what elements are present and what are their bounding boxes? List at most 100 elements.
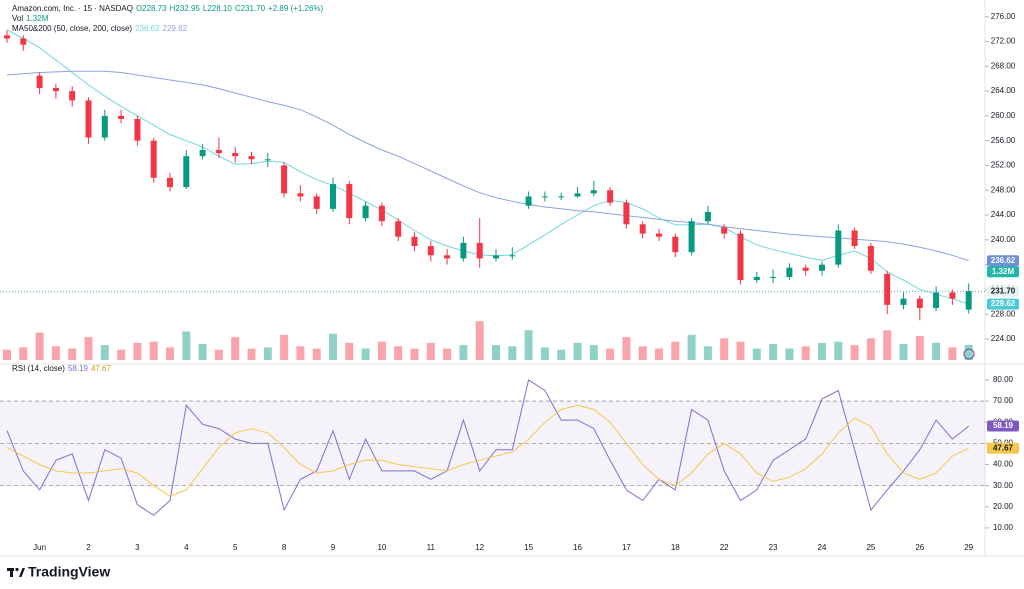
volume-bar: [769, 344, 778, 360]
candle-body: [199, 149, 206, 157]
candle-body: [362, 205, 369, 219]
rsi-last-label-bg: [987, 442, 1019, 454]
legend-value: O228.73: [136, 4, 167, 13]
rsi-y-tick-label: 10.00: [993, 523, 1014, 532]
volume-bar: [818, 342, 826, 360]
candle-body: [802, 267, 809, 271]
volume-bar: [459, 345, 468, 360]
rsi-last-label: 58.19: [993, 421, 1014, 430]
logo-icon: [15, 567, 19, 572]
x-tick-label: 23: [769, 543, 778, 552]
x-tick-label: 25: [866, 543, 875, 552]
volume-bar: [410, 348, 419, 360]
y-tick-label: 268.00: [991, 61, 1016, 70]
event-marker: [963, 348, 975, 360]
legend-value: 47.67: [91, 364, 112, 373]
rsi-y-tick-label: 30.00: [993, 481, 1014, 490]
candle-body: [623, 202, 630, 225]
y-tick-label: 256.00: [991, 136, 1016, 145]
candle-body: [639, 224, 646, 234]
candle-body: [395, 221, 402, 237]
volume-bar: [198, 344, 207, 360]
last-value-label: 231.70: [991, 286, 1016, 295]
x-tick-label: 18: [671, 543, 680, 552]
legend-value: 229.62: [163, 24, 188, 33]
y-tick-label: 240.00: [991, 235, 1016, 244]
x-tick-label: 17: [622, 543, 631, 552]
y-tick-label: 260.00: [991, 111, 1016, 120]
volume-bar: [915, 336, 924, 360]
legend-name: Vol: [12, 14, 23, 23]
candle-body: [118, 115, 125, 119]
candle-body: [460, 242, 467, 259]
y-tick-label: 276.00: [991, 12, 1016, 21]
last-value-label-bg: [987, 266, 1019, 278]
candle-body: [933, 292, 940, 308]
candle-body: [52, 88, 59, 92]
candle-body: [134, 118, 141, 141]
x-tick-label: Jun: [33, 543, 46, 552]
legend: RSI (14, close) 58.19 47.67: [12, 364, 112, 373]
candle-body: [476, 242, 483, 259]
volume-bar: [606, 348, 615, 360]
legend-value: 236.62: [135, 24, 160, 33]
candle-body: [4, 35, 10, 39]
y-tick-label: 252.00: [991, 161, 1016, 170]
candle-body: [330, 184, 336, 209]
candle-body: [69, 91, 76, 101]
volume-bar: [899, 344, 908, 360]
volume-bar: [426, 342, 435, 360]
volume-bar: [850, 345, 859, 360]
candle-body: [786, 267, 793, 277]
candle-body: [215, 149, 222, 154]
candle-body: [20, 38, 27, 45]
candle-body: [493, 255, 499, 259]
volume-bar: [443, 348, 452, 360]
y-tick-label: 264.00: [991, 86, 1016, 95]
rsi-y-tick-label: 40.00: [993, 460, 1014, 469]
volume-bar: [703, 346, 712, 360]
candle-body: [167, 177, 173, 188]
candle-body: [900, 298, 907, 305]
candle-body: [150, 140, 157, 178]
candle-body: [36, 75, 43, 89]
x-tick-label: 10: [377, 543, 386, 552]
x-tick-label: 2: [86, 543, 91, 552]
x-tick-label: 24: [818, 543, 827, 552]
volume-bar: [948, 347, 957, 360]
volume-bar: [638, 346, 647, 360]
rsi-y-tick-label: 70.00: [993, 396, 1014, 405]
rsi-last-label-bg: [987, 420, 1019, 432]
volume-bar: [622, 337, 631, 360]
volume-bar: [19, 347, 28, 360]
volume-bar: [508, 346, 517, 360]
volume-bar: [84, 337, 93, 360]
legend: MA50&200 (50, close, 200, close) 236.62 22…: [12, 24, 188, 33]
candle-body: [916, 298, 923, 308]
volume-bar: [263, 347, 272, 360]
candle-body: [378, 205, 385, 222]
legend-value: +2.89 (+1.26%): [268, 4, 323, 13]
candle-body: [688, 221, 695, 253]
volume-bar: [100, 345, 109, 360]
volume-bar: [377, 341, 386, 360]
candle-body: [444, 255, 451, 259]
candle-body: [851, 230, 858, 247]
volume-bar: [51, 346, 60, 360]
y-tick-label: 272.00: [991, 37, 1016, 46]
volume-bar: [720, 338, 729, 360]
legend-name: MA50&200 (50, close, 200, close): [12, 24, 132, 33]
last-value-label-bg: [987, 255, 1019, 267]
x-tick-label: 26: [915, 543, 924, 552]
volume-bar: [345, 342, 354, 360]
last-value-label: 1.32M: [992, 267, 1015, 276]
legend: Amazon.com, Inc. · 15 · NASDAQ O228.73 H23…: [12, 4, 324, 13]
volume-bar: [214, 349, 223, 360]
volume-bar: [394, 346, 403, 360]
candle-body: [541, 196, 548, 198]
candle-body: [313, 196, 320, 209]
y-tick-label: 244.00: [991, 210, 1016, 219]
x-tick-label: 22: [720, 543, 729, 552]
candle-body: [525, 196, 532, 206]
